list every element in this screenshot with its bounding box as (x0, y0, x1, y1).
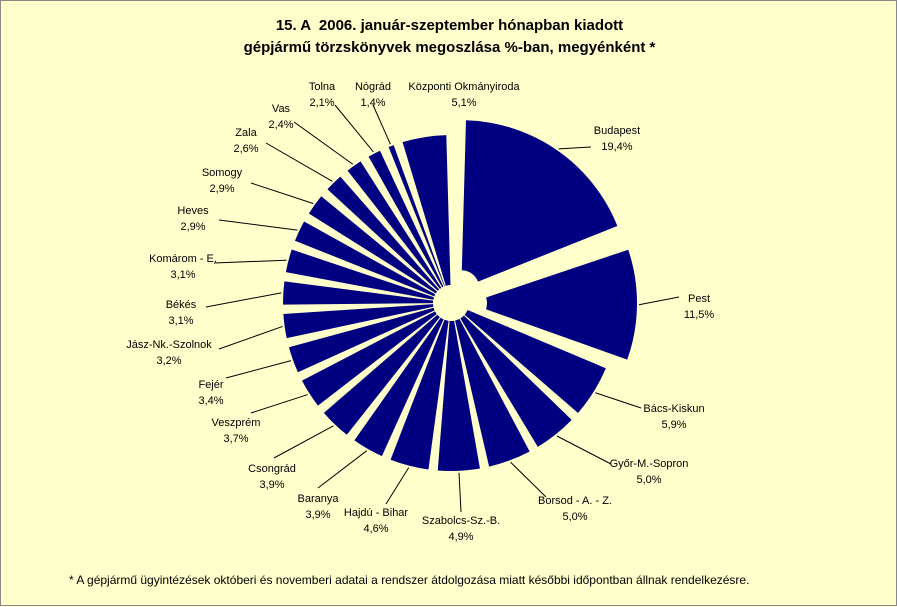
leader-line-18 (334, 104, 374, 153)
leader-line-10 (225, 360, 292, 379)
chart-title-line-2: gépjármű törzskönyvek megoszlása %-ban, … (243, 39, 656, 56)
leader-line-8 (273, 425, 334, 459)
slice-name-label-18: Tolna (309, 81, 336, 93)
slice-name-label-0: Budapest (594, 125, 640, 137)
chart-title-line-1: 15. A 2006. január-szeptember hónapban k… (275, 17, 624, 34)
pie-slice-16 (327, 176, 440, 291)
slice-value-label-2: 5,9% (661, 419, 686, 431)
slice-name-label-15: Somogy (202, 167, 243, 179)
pie-slice-13 (285, 249, 434, 300)
pie-slice-19 (388, 145, 445, 287)
slice-name-label-9: Veszprém (212, 417, 261, 429)
slice-name-label-13: Komárom - E. (149, 253, 217, 265)
pie-slice-14 (294, 221, 436, 297)
slice-value-label-11: 3,2% (156, 355, 181, 367)
slice-name-label-10: Fejér (198, 379, 223, 391)
slice-name-label-2: Bács-Kiskun (643, 403, 704, 415)
pie-slice-2 (464, 309, 606, 413)
leader-line-7 (317, 450, 368, 489)
slice-value-label-5: 4,9% (448, 531, 473, 543)
pie-slice-17 (347, 161, 442, 289)
slice-name-label-11: Jász-Nk.-Szolnok (126, 339, 212, 351)
slice-value-label-13: 3,1% (170, 269, 195, 281)
slice-value-label-9: 3,7% (223, 433, 248, 445)
pie-slice-10 (288, 307, 435, 373)
leader-line-0 (558, 146, 592, 150)
slice-value-label-18: 2,1% (309, 97, 334, 109)
leader-line-19 (372, 104, 391, 145)
leader-line-15 (250, 182, 314, 204)
slice-value-label-16: 2,6% (233, 143, 258, 155)
pie-slice-20 (402, 135, 451, 286)
footnote: * A gépjármű ügyintézések októberi és no… (69, 573, 750, 587)
slice-name-label-16: Zala (235, 127, 257, 139)
pie-slice-8 (323, 314, 440, 435)
slice-name-label-3: Győr-M.-Sopron (610, 458, 689, 470)
slice-value-label-10: 3,4% (198, 395, 223, 407)
chart-title: 15. A 2006. január-szeptember hónapban k… (1, 15, 897, 59)
pie-slice-12 (283, 281, 434, 305)
slice-value-label-15: 2,9% (209, 183, 234, 195)
pie-slice-11 (283, 304, 434, 339)
pie-slice-0 (461, 120, 618, 282)
pie-slice-4 (455, 318, 530, 467)
pie-slice-5 (437, 320, 480, 471)
slice-name-label-4: Borsod - A. - Z. (538, 495, 612, 507)
slice-value-label-7: 3,9% (305, 509, 330, 521)
pie-slice-1 (485, 249, 637, 360)
slice-value-label-14: 2,9% (180, 221, 205, 233)
slice-name-label-17: Vas (272, 103, 291, 115)
slice-value-label-3: 5,0% (636, 474, 661, 486)
leader-line-9 (250, 394, 308, 414)
pie-slice-6 (390, 319, 449, 470)
leader-line-3 (556, 435, 612, 465)
slice-value-label-4: 5,0% (562, 511, 587, 523)
leader-line-2 (595, 392, 642, 409)
slice-value-label-8: 3,9% (259, 479, 284, 491)
pie-slice-9 (302, 311, 437, 406)
slice-value-label-1: 11,5% (684, 309, 715, 321)
slice-value-label-12: 3,1% (168, 315, 193, 327)
pie-slice-15 (308, 196, 438, 294)
leader-line-12 (205, 292, 282, 308)
leader-line-13 (213, 259, 287, 264)
slice-value-label-20: 5,1% (451, 97, 476, 109)
leader-line-4 (510, 461, 547, 498)
pie-slice-18 (368, 150, 444, 288)
slice-value-label-19: 1,4% (360, 97, 385, 109)
slice-name-label-8: Csongrád (248, 463, 296, 475)
leader-line-17 (293, 121, 354, 165)
slice-value-label-6: 4,6% (363, 523, 388, 535)
leader-line-6 (385, 467, 410, 505)
leader-line-14 (218, 219, 298, 231)
slice-name-label-19: Nógrád (355, 81, 391, 93)
pie-slice-7 (354, 317, 444, 457)
leader-line-11 (218, 325, 283, 350)
leader-line-16 (265, 142, 333, 182)
slice-name-label-5: Szabolcs-Sz.-B. (422, 515, 500, 527)
slice-name-label-20: Központi Okmányiroda (408, 81, 520, 93)
leader-line-1 (638, 296, 680, 306)
pie-slice-3 (460, 315, 572, 447)
slice-value-label-0: 19,4% (601, 141, 632, 153)
slice-name-label-14: Heves (177, 205, 209, 217)
slice-value-label-17: 2,4% (268, 119, 293, 131)
slice-name-label-7: Baranya (298, 493, 340, 505)
slice-name-label-6: Hajdú - Bihar (344, 507, 409, 519)
leader-line-5 (458, 472, 462, 513)
slice-name-label-1: Pest (688, 293, 710, 305)
slice-name-label-12: Békés (166, 299, 197, 311)
